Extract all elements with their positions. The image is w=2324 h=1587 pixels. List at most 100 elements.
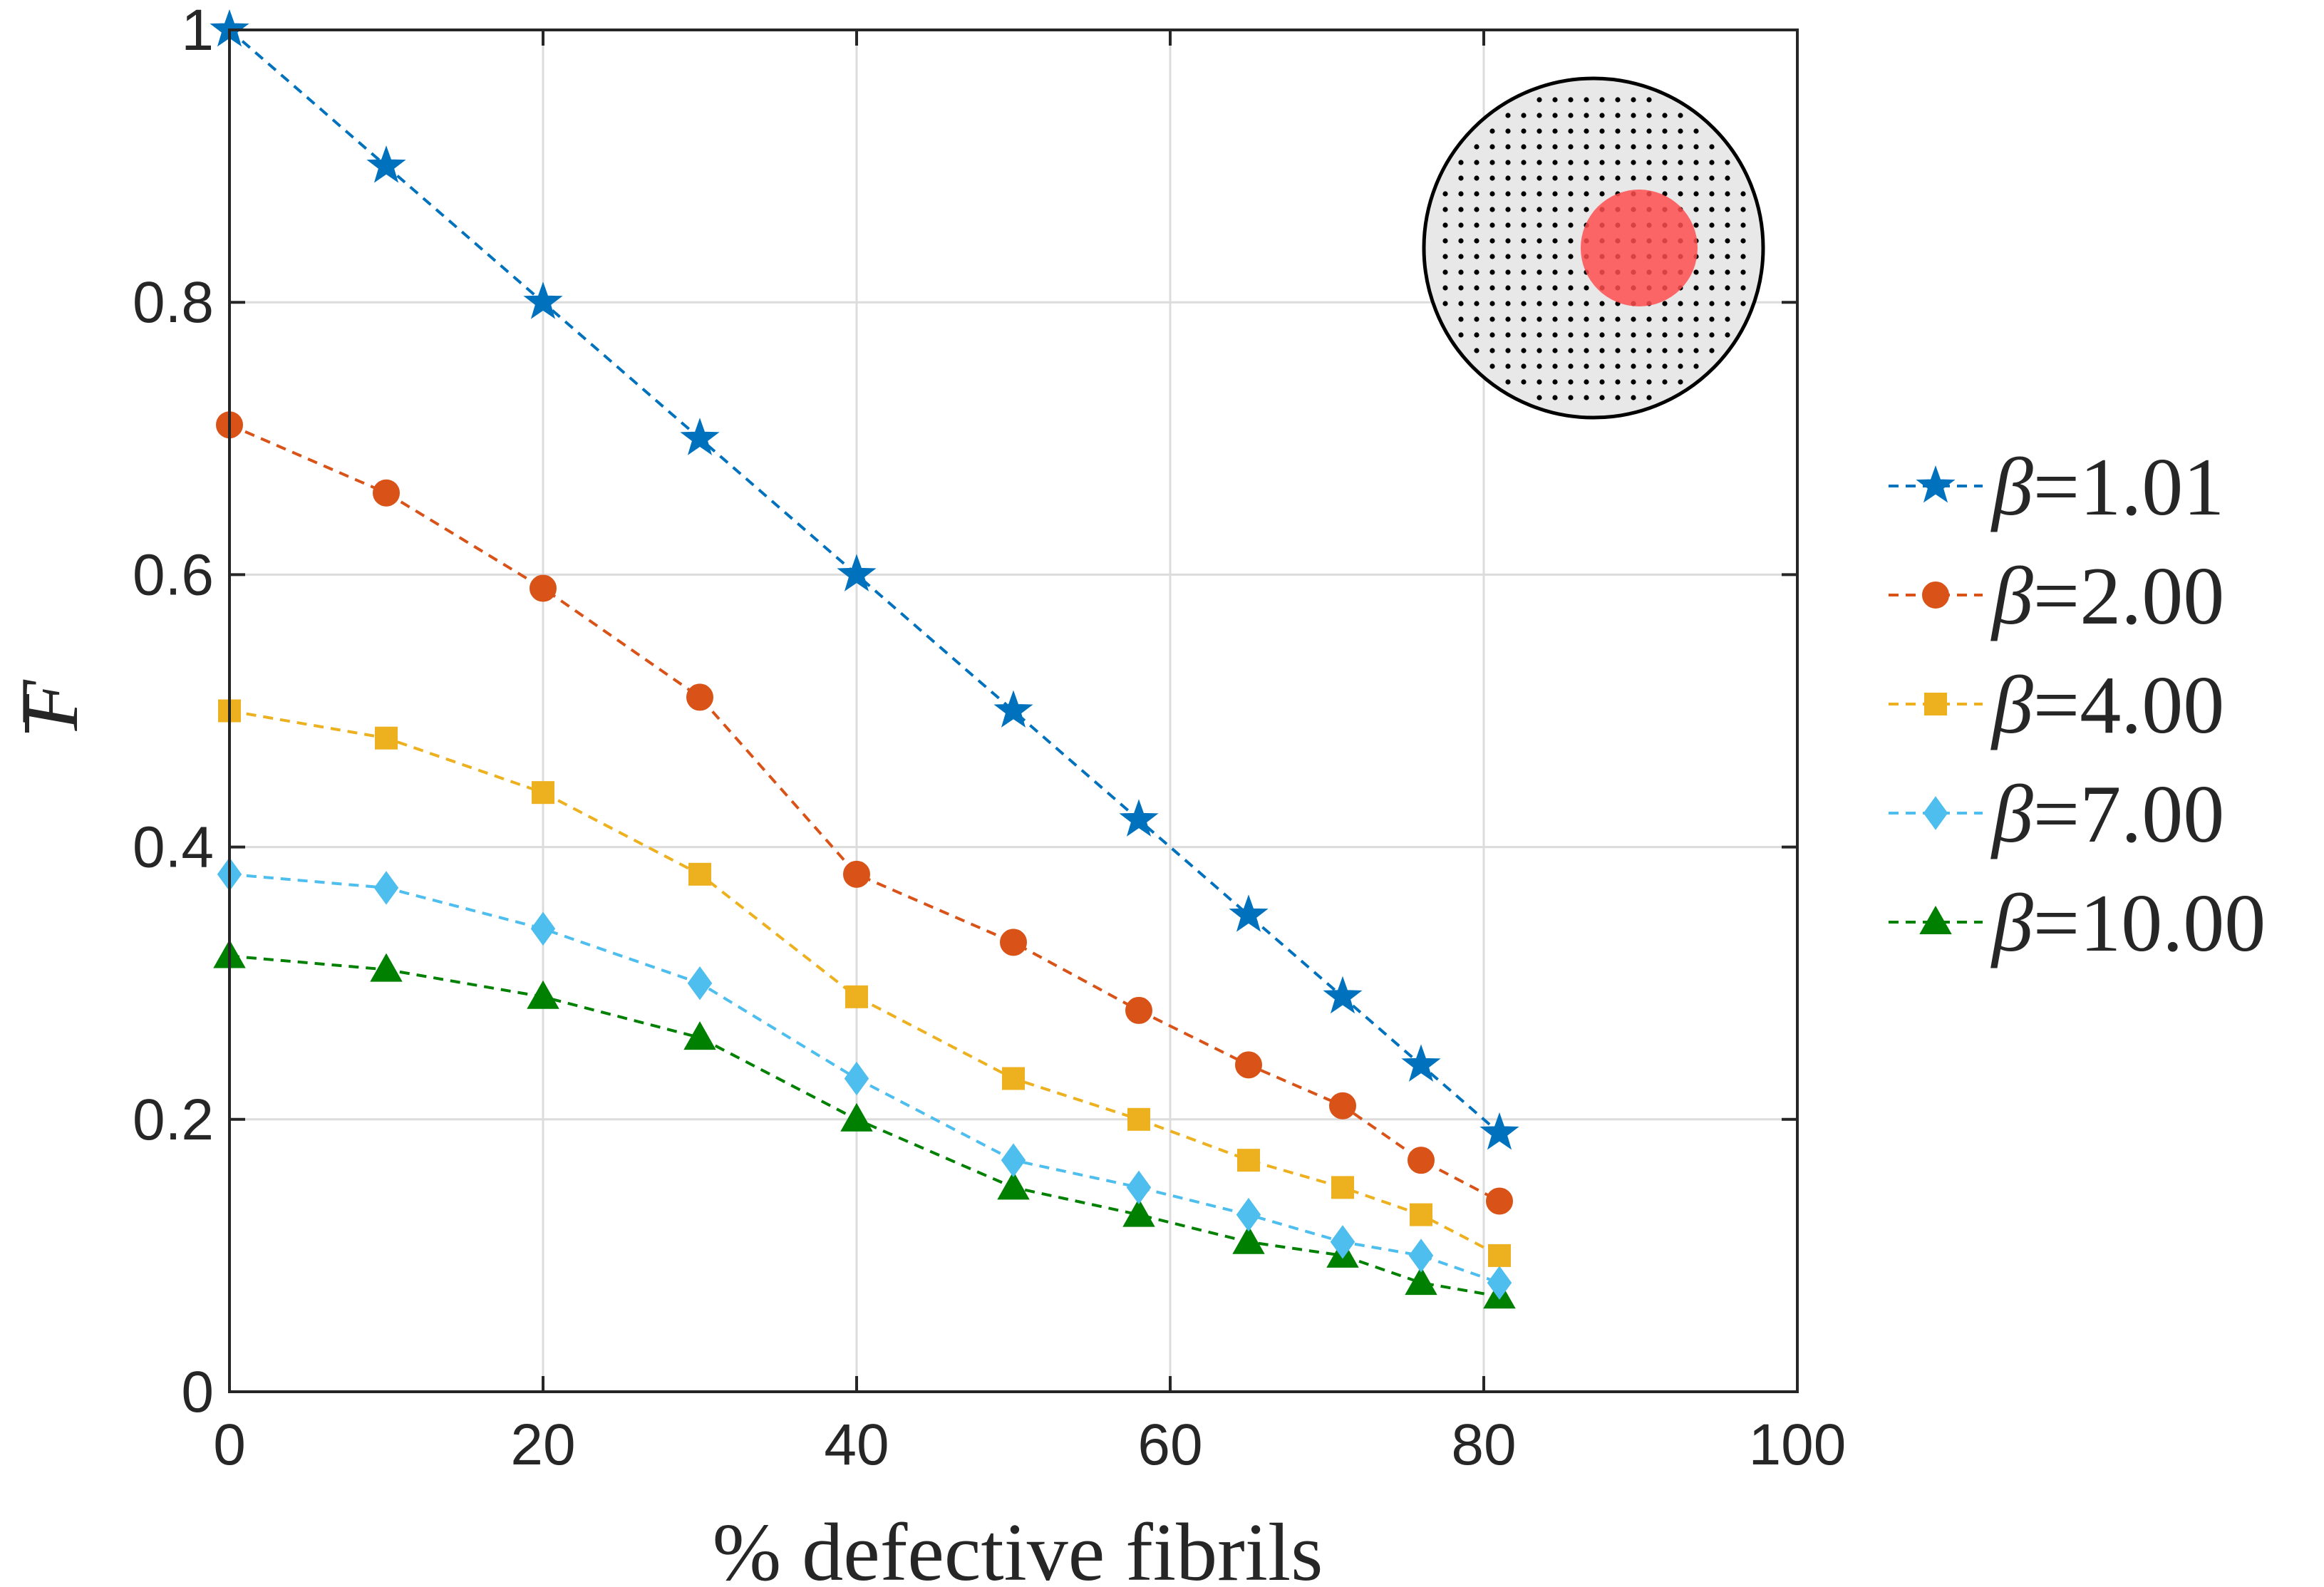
fibril-dot [1662,175,1668,181]
fibril-dot [1568,269,1574,275]
fibril-dot [1505,269,1511,275]
data-point-marker [1329,1092,1356,1120]
fibril-dot [1458,207,1464,212]
fibril-dot [1552,113,1558,118]
fibril-dot [1678,348,1683,353]
fibril-dot [1678,113,1683,118]
series-star [210,9,1519,1150]
axes-box [228,29,1799,1393]
tick-labels: 0 20 40 60 80 100 0 0.2 0.4 0.6 0.8 1 [133,0,1846,1477]
fibril-dot [1537,254,1542,259]
fibril-dot [1442,301,1448,306]
data-point-marker [375,726,398,750]
fibril-dot [1709,222,1715,228]
y-tick-label: 0.8 [133,270,214,335]
fibril-dot [1505,316,1511,322]
fibril-dot [1552,160,1558,165]
fibril-dot [1740,222,1746,228]
fibril-dot [1584,113,1589,118]
fibril-dot [1631,316,1636,322]
fibril-dot [1489,222,1495,228]
fibril-dot [1662,113,1668,118]
fibril-dot [1505,332,1511,338]
fibril-dot [1631,379,1636,385]
fibril-dot [1474,160,1479,165]
fibril-dot [1740,191,1746,197]
fibril-dot [1678,379,1683,385]
data-point-marker [1410,1203,1432,1226]
fibril-dot [1646,348,1652,353]
data-point-marker [997,1171,1030,1200]
fibril-dot [1568,285,1574,291]
fibril-dot [1709,175,1715,181]
fibril-dot [1599,379,1605,385]
fibril-dot [1568,316,1574,322]
fibril-dot [1489,285,1495,291]
fibril-dot [1599,301,1605,306]
fibril-dot [1537,379,1542,385]
legend-entry: β=10.00 [1889,878,2266,969]
fibril-dot [1693,332,1699,338]
fibril-dot [1599,332,1605,338]
inset-outline [1422,76,1765,420]
fibril-dot [1615,363,1621,369]
fibril-dot [1725,207,1730,212]
fibril-dot [1615,332,1621,338]
fibril-dot [1537,222,1542,228]
fibril-dot [1489,238,1495,244]
fibril-dot [1489,144,1495,150]
fibril-dot [1725,238,1730,244]
data-point-marker [370,953,403,982]
fibril-dot [1599,128,1605,134]
fibril-dot [1662,301,1668,306]
fibril-dot [1474,301,1479,306]
data-point-marker [1229,894,1269,932]
legend-marker [1924,693,1947,715]
fibril-dot [1552,269,1558,275]
fibril-dot [1678,316,1683,322]
fibril-dot [1442,207,1448,212]
y-tick-label: 0.6 [133,542,214,607]
fibril-dot [1521,379,1527,385]
fibril-dot [1709,332,1715,338]
fibril-dot [1568,238,1574,244]
series-line [228,29,1501,1134]
fibril-dot [1458,316,1464,322]
data-point-marker [1408,1239,1434,1273]
fibril-dot [1537,207,1542,212]
fibril-dot [1568,348,1574,353]
fibril-dot [1678,128,1683,134]
fibril-dot [1599,316,1605,322]
fibril-dot [1599,144,1605,150]
fibril-dot [1584,97,1589,103]
ticks [228,29,1799,1393]
fibril-dot [1646,128,1652,134]
data-point-marker [1119,799,1159,837]
data-point-marker [843,860,870,888]
fibril-dot [1662,332,1668,338]
fibril-dot [1458,301,1464,306]
fibril-dot [1631,144,1636,150]
fibril-dot [1584,128,1589,134]
fibril-dot [1537,348,1542,353]
fibril-dot [1505,222,1511,228]
fibril-dot [1521,316,1527,322]
fibril-dot [1725,332,1730,338]
fibril-dot [1537,113,1542,118]
inset-cross-section [1422,76,1765,420]
data-point-marker [530,911,556,946]
data-point-marker [1488,1244,1511,1267]
fibril-dot [1537,128,1542,134]
fibril-dot [1599,113,1605,118]
fibril-dot [1458,191,1464,197]
inset-defect-region [1581,190,1698,306]
fibril-dot [1693,348,1699,353]
fibril-dot [1584,301,1589,306]
data-point-marker [1330,1225,1355,1259]
data-point-marker [680,418,720,455]
fibril-dot [1521,285,1527,291]
fibril-dot [1709,301,1715,306]
data-point-marker [1001,1143,1026,1177]
fibril-dot [1552,254,1558,259]
fibril-dot [1505,254,1511,259]
